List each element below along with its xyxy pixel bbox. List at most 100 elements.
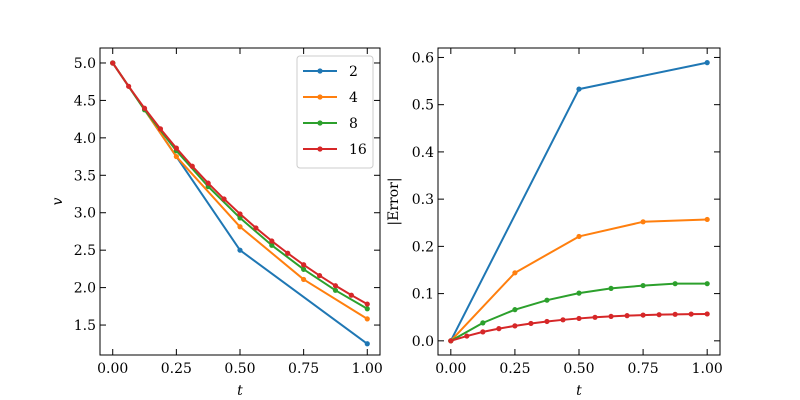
y-tick-label: 3.0 [74,206,96,222]
legend-item: 8 [303,116,358,132]
legend-item: 2 [303,64,358,80]
data-point [237,215,243,221]
data-point [624,313,630,319]
x-tick-label: 1.00 [352,361,383,377]
data-point [237,211,243,217]
series-16 [448,311,710,344]
data-point [608,285,614,292]
data-point [316,272,323,279]
data-point [364,301,370,307]
y-tick-label: 0.0 [412,334,434,350]
data-point [704,281,710,287]
data-point [301,262,307,268]
legend-swatch-marker [317,120,323,126]
data-point [110,60,116,66]
axes-frame [99,47,381,356]
data-point [704,216,710,223]
y-tick-label: 4.5 [74,93,96,109]
data-point [173,145,179,151]
data-point [189,163,195,169]
data-point [157,126,164,132]
data-point [560,317,566,323]
legend-swatch-marker [317,68,323,74]
data-point [269,238,275,244]
x-tick-label: 0.00 [97,361,128,377]
data-point [512,323,518,329]
data-point [544,297,550,303]
legend: 2 4 8 16 [296,55,374,169]
data-point [301,276,307,283]
data-point [364,306,370,312]
data-point [672,311,678,317]
y-tick-label: 0.2 [412,239,434,255]
data-point [301,266,307,272]
data-point [253,225,259,231]
data-point [141,105,148,111]
y-tick-label: 5.0 [74,56,96,72]
data-point [592,314,598,320]
data-point [332,283,339,289]
x-axis-label: t [576,383,582,399]
legend-swatch-marker [317,94,323,100]
series-16 [110,60,370,307]
y-tick-label: 0.4 [412,145,434,161]
data-point [576,290,582,296]
data-point [126,83,132,89]
data-point [348,292,354,298]
x-tick-label: 0.25 [499,361,530,377]
legend-label: 16 [349,142,367,158]
data-point [480,320,486,326]
data-point [576,86,582,92]
y-tick-label: 2.0 [74,281,96,297]
y-tick-label: 0.1 [412,287,434,303]
series-8 [448,281,710,344]
axes-frame [437,47,721,356]
data-point [512,307,518,313]
y-tick-label: 0.5 [412,98,434,114]
legend-box [296,55,374,169]
data-point [576,233,582,240]
left-chart-panel: 0.00 0.25 0.50 0.75 1.00 1.5 2.0 2.5 3.0 3.5 4.0 4.… [50,47,383,399]
data-point [237,224,243,230]
data-point [269,242,275,248]
x-tick-label: 0.50 [224,361,255,377]
x-tick-label: 0.75 [288,361,319,377]
data-point [237,247,243,253]
data-point [512,270,518,276]
right-chart-panel: 0.00 0.25 0.50 0.75 1.00 0.0 0.1 0.2 0.3 0.4 0.5 0.… [386,47,723,399]
y-axis-label: |Error| [386,177,402,225]
legend-item: 4 [303,90,358,106]
x-tick-label: 0.75 [628,361,659,377]
y-tick-label: 4.0 [74,131,96,147]
data-point [704,311,710,317]
data-point [576,315,582,322]
data-point [173,153,179,160]
legend-item: 16 [303,142,367,158]
data-point [480,329,486,335]
y-tick-label: 0.3 [412,192,434,208]
data-point [688,311,694,317]
data-point [608,313,614,320]
data-point [672,281,678,287]
data-point [364,341,370,347]
data-point [285,250,291,256]
series-4 [448,216,710,344]
data-point [464,333,470,339]
y-axis-label: v [50,197,66,205]
legend-label: 2 [349,64,358,80]
x-tick-label: 0.50 [563,361,594,377]
legend-label: 8 [349,116,358,132]
x-tick-label: 0.00 [435,361,466,377]
y-tick-label: 3.5 [74,168,96,184]
y-tick-label: 1.5 [74,318,96,334]
x-tick-label: 0.25 [161,361,192,377]
legend-label: 4 [349,90,358,106]
y-tick-label: 0.6 [412,50,434,66]
data-point [704,60,710,66]
data-point [332,287,339,293]
data-point [656,312,662,318]
data-point [496,326,502,332]
data-point [364,316,370,322]
x-axis-label: t [237,383,243,399]
